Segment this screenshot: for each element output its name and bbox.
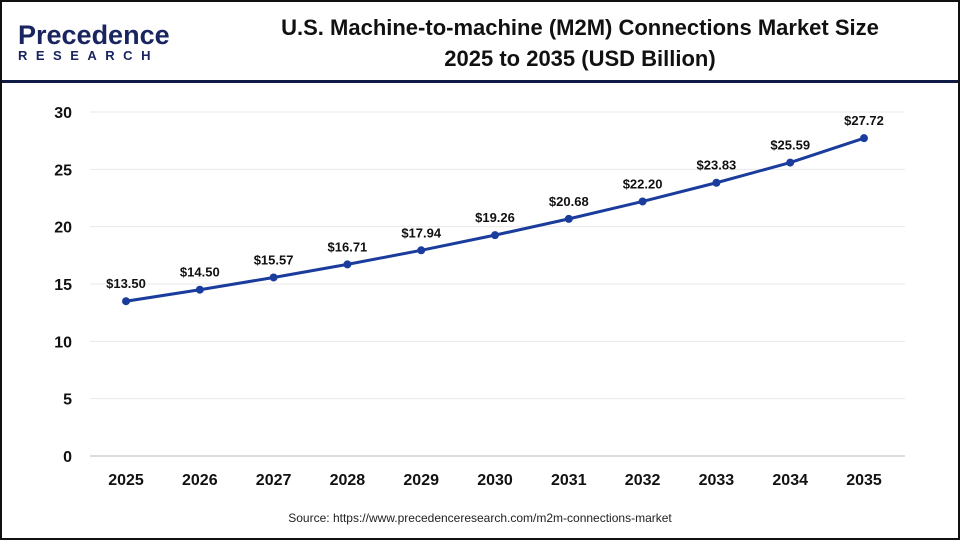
data-point (860, 134, 868, 143)
data-point (564, 214, 573, 223)
precedence-research-logo: Precedence RESEARCH (18, 22, 170, 63)
data-point (417, 246, 426, 255)
x-tick-label: 2030 (477, 472, 513, 489)
y-tick-label: 30 (54, 105, 72, 122)
y-tick-label: 5 (63, 392, 72, 409)
data-label: $27.72 (844, 113, 884, 128)
x-tick-label: 2033 (699, 472, 735, 489)
title-line1: U.S. Machine-to-machine (M2M) Connection… (281, 15, 879, 40)
chart-title: U.S. Machine-to-machine (M2M) Connection… (192, 12, 928, 74)
y-tick-label: 0 (63, 449, 72, 466)
data-point (712, 178, 721, 187)
y-tick-label: 10 (54, 334, 72, 351)
logo-line1: Precedence (18, 20, 170, 50)
title-line2: 2025 to 2035 (USD Billion) (444, 46, 716, 71)
y-tick-label: 25 (54, 162, 72, 179)
x-tick-label: 2027 (256, 472, 292, 489)
data-label: $17.94 (401, 225, 442, 240)
data-label: $19.26 (475, 210, 515, 225)
data-label: $22.20 (623, 176, 663, 191)
data-label: $20.68 (549, 194, 589, 209)
data-point (786, 158, 795, 167)
y-tick-label: 15 (54, 277, 72, 294)
x-tick-label: 2031 (551, 472, 587, 489)
x-tick-label: 2026 (182, 472, 218, 489)
data-label: $16.71 (328, 239, 368, 254)
x-tick-label: 2035 (846, 472, 882, 489)
logo-line2: RESEARCH (18, 48, 159, 63)
data-label: $23.83 (697, 158, 737, 173)
x-tick-label: 2029 (403, 472, 439, 489)
data-point (343, 260, 352, 269)
data-label: $15.57 (254, 252, 294, 267)
y-tick-label: 20 (54, 220, 72, 237)
x-tick-label: 2028 (330, 472, 366, 489)
x-tick-label: 2025 (108, 472, 144, 489)
header: Precedence RESEARCH U.S. Machine-to-mach… (2, 2, 958, 83)
data-point (195, 285, 204, 294)
data-point (269, 273, 278, 282)
data-label: $13.50 (106, 276, 146, 291)
x-tick-label: 2034 (772, 472, 808, 489)
data-point (491, 231, 499, 240)
data-label: $25.59 (770, 138, 810, 153)
data-point (122, 297, 130, 306)
data-point (638, 197, 647, 206)
source-note: Source: https://www.precedenceresearch.c… (288, 511, 672, 525)
x-tick-label: 2032 (625, 472, 661, 489)
data-label: $14.50 (180, 265, 220, 280)
